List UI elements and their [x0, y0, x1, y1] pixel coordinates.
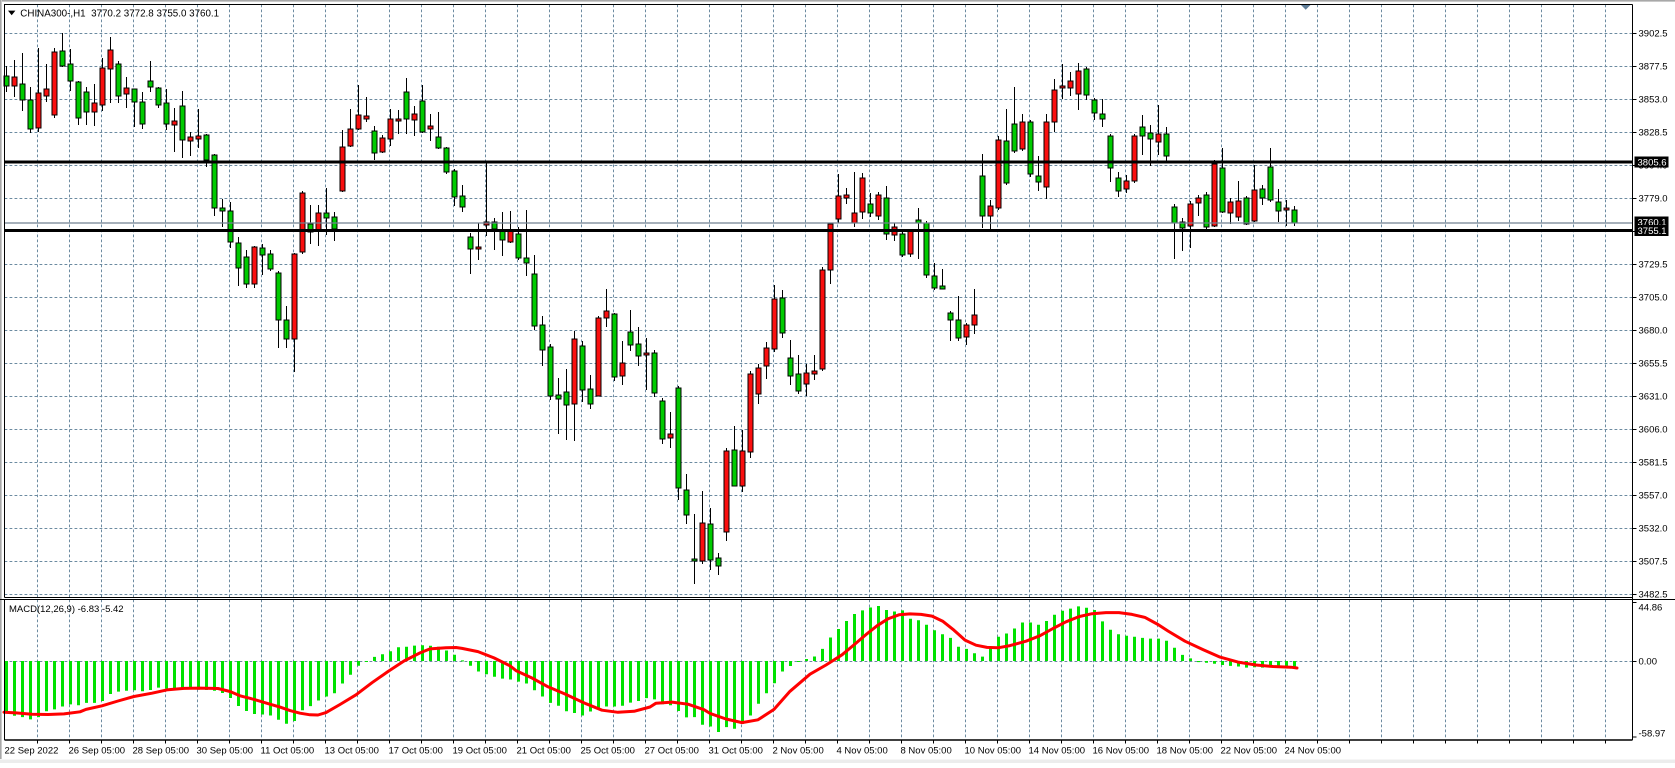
- svg-text:3779.0: 3779.0: [1639, 194, 1668, 205]
- svg-text:3877.5: 3877.5: [1639, 62, 1668, 73]
- svg-text:CHINA300-,H1 3770.2 3772.8 37: CHINA300-,H1 3770.2 3772.8 3755.0 3760.1: [20, 8, 219, 19]
- svg-text:3902.5: 3902.5: [1639, 29, 1668, 40]
- svg-text:10 Nov 05:00: 10 Nov 05:00: [965, 746, 1022, 757]
- svg-text:-58.97: -58.97: [1639, 729, 1666, 740]
- svg-text:3655.5: 3655.5: [1639, 359, 1668, 370]
- svg-text:14 Nov 05:00: 14 Nov 05:00: [1029, 746, 1086, 757]
- svg-text:25 Oct 05:00: 25 Oct 05:00: [581, 746, 635, 757]
- svg-text:28 Sep 05:00: 28 Sep 05:00: [133, 746, 190, 757]
- svg-text:3532.0: 3532.0: [1639, 524, 1668, 535]
- svg-text:MACD(12,26,9) -6.83 -5.42: MACD(12,26,9) -6.83 -5.42: [9, 604, 124, 615]
- svg-text:3482.5: 3482.5: [1639, 590, 1668, 601]
- svg-text:11 Oct 05:00: 11 Oct 05:00: [261, 746, 315, 757]
- svg-text:3507.5: 3507.5: [1639, 557, 1668, 568]
- svg-text:3755.1: 3755.1: [1638, 226, 1667, 237]
- svg-text:19 Oct 05:00: 19 Oct 05:00: [453, 746, 507, 757]
- svg-text:0.00: 0.00: [1639, 657, 1658, 668]
- svg-text:3729.5: 3729.5: [1639, 260, 1668, 271]
- svg-text:3581.5: 3581.5: [1639, 458, 1668, 469]
- svg-text:3805.6: 3805.6: [1638, 158, 1667, 169]
- svg-text:3680.0: 3680.0: [1639, 326, 1668, 337]
- svg-text:30 Sep 05:00: 30 Sep 05:00: [197, 746, 254, 757]
- svg-text:3828.5: 3828.5: [1639, 128, 1668, 139]
- svg-text:13 Oct 05:00: 13 Oct 05:00: [325, 746, 379, 757]
- svg-text:3631.0: 3631.0: [1639, 392, 1668, 403]
- svg-text:3557.0: 3557.0: [1639, 491, 1668, 502]
- svg-text:3705.0: 3705.0: [1639, 293, 1668, 304]
- svg-text:27 Oct 05:00: 27 Oct 05:00: [645, 746, 699, 757]
- svg-text:3853.0: 3853.0: [1639, 95, 1668, 106]
- svg-text:3760.1: 3760.1: [1638, 218, 1667, 229]
- svg-text:3606.0: 3606.0: [1639, 425, 1668, 436]
- svg-text:17 Oct 05:00: 17 Oct 05:00: [389, 746, 443, 757]
- svg-text:2 Nov 05:00: 2 Nov 05:00: [773, 746, 824, 757]
- svg-text:24 Nov 05:00: 24 Nov 05:00: [1285, 746, 1342, 757]
- svg-text:44.86: 44.86: [1639, 603, 1663, 614]
- svg-text:16 Nov 05:00: 16 Nov 05:00: [1093, 746, 1150, 757]
- svg-text:22 Nov 05:00: 22 Nov 05:00: [1221, 746, 1278, 757]
- svg-text:4 Nov 05:00: 4 Nov 05:00: [837, 746, 888, 757]
- svg-text:18 Nov 05:00: 18 Nov 05:00: [1157, 746, 1214, 757]
- svg-text:21 Oct 05:00: 21 Oct 05:00: [517, 746, 571, 757]
- svg-text:26 Sep 05:00: 26 Sep 05:00: [69, 746, 126, 757]
- svg-text:8 Nov 05:00: 8 Nov 05:00: [901, 746, 952, 757]
- svg-text:22 Sep 2022: 22 Sep 2022: [5, 746, 59, 757]
- svg-text:31 Oct 05:00: 31 Oct 05:00: [709, 746, 763, 757]
